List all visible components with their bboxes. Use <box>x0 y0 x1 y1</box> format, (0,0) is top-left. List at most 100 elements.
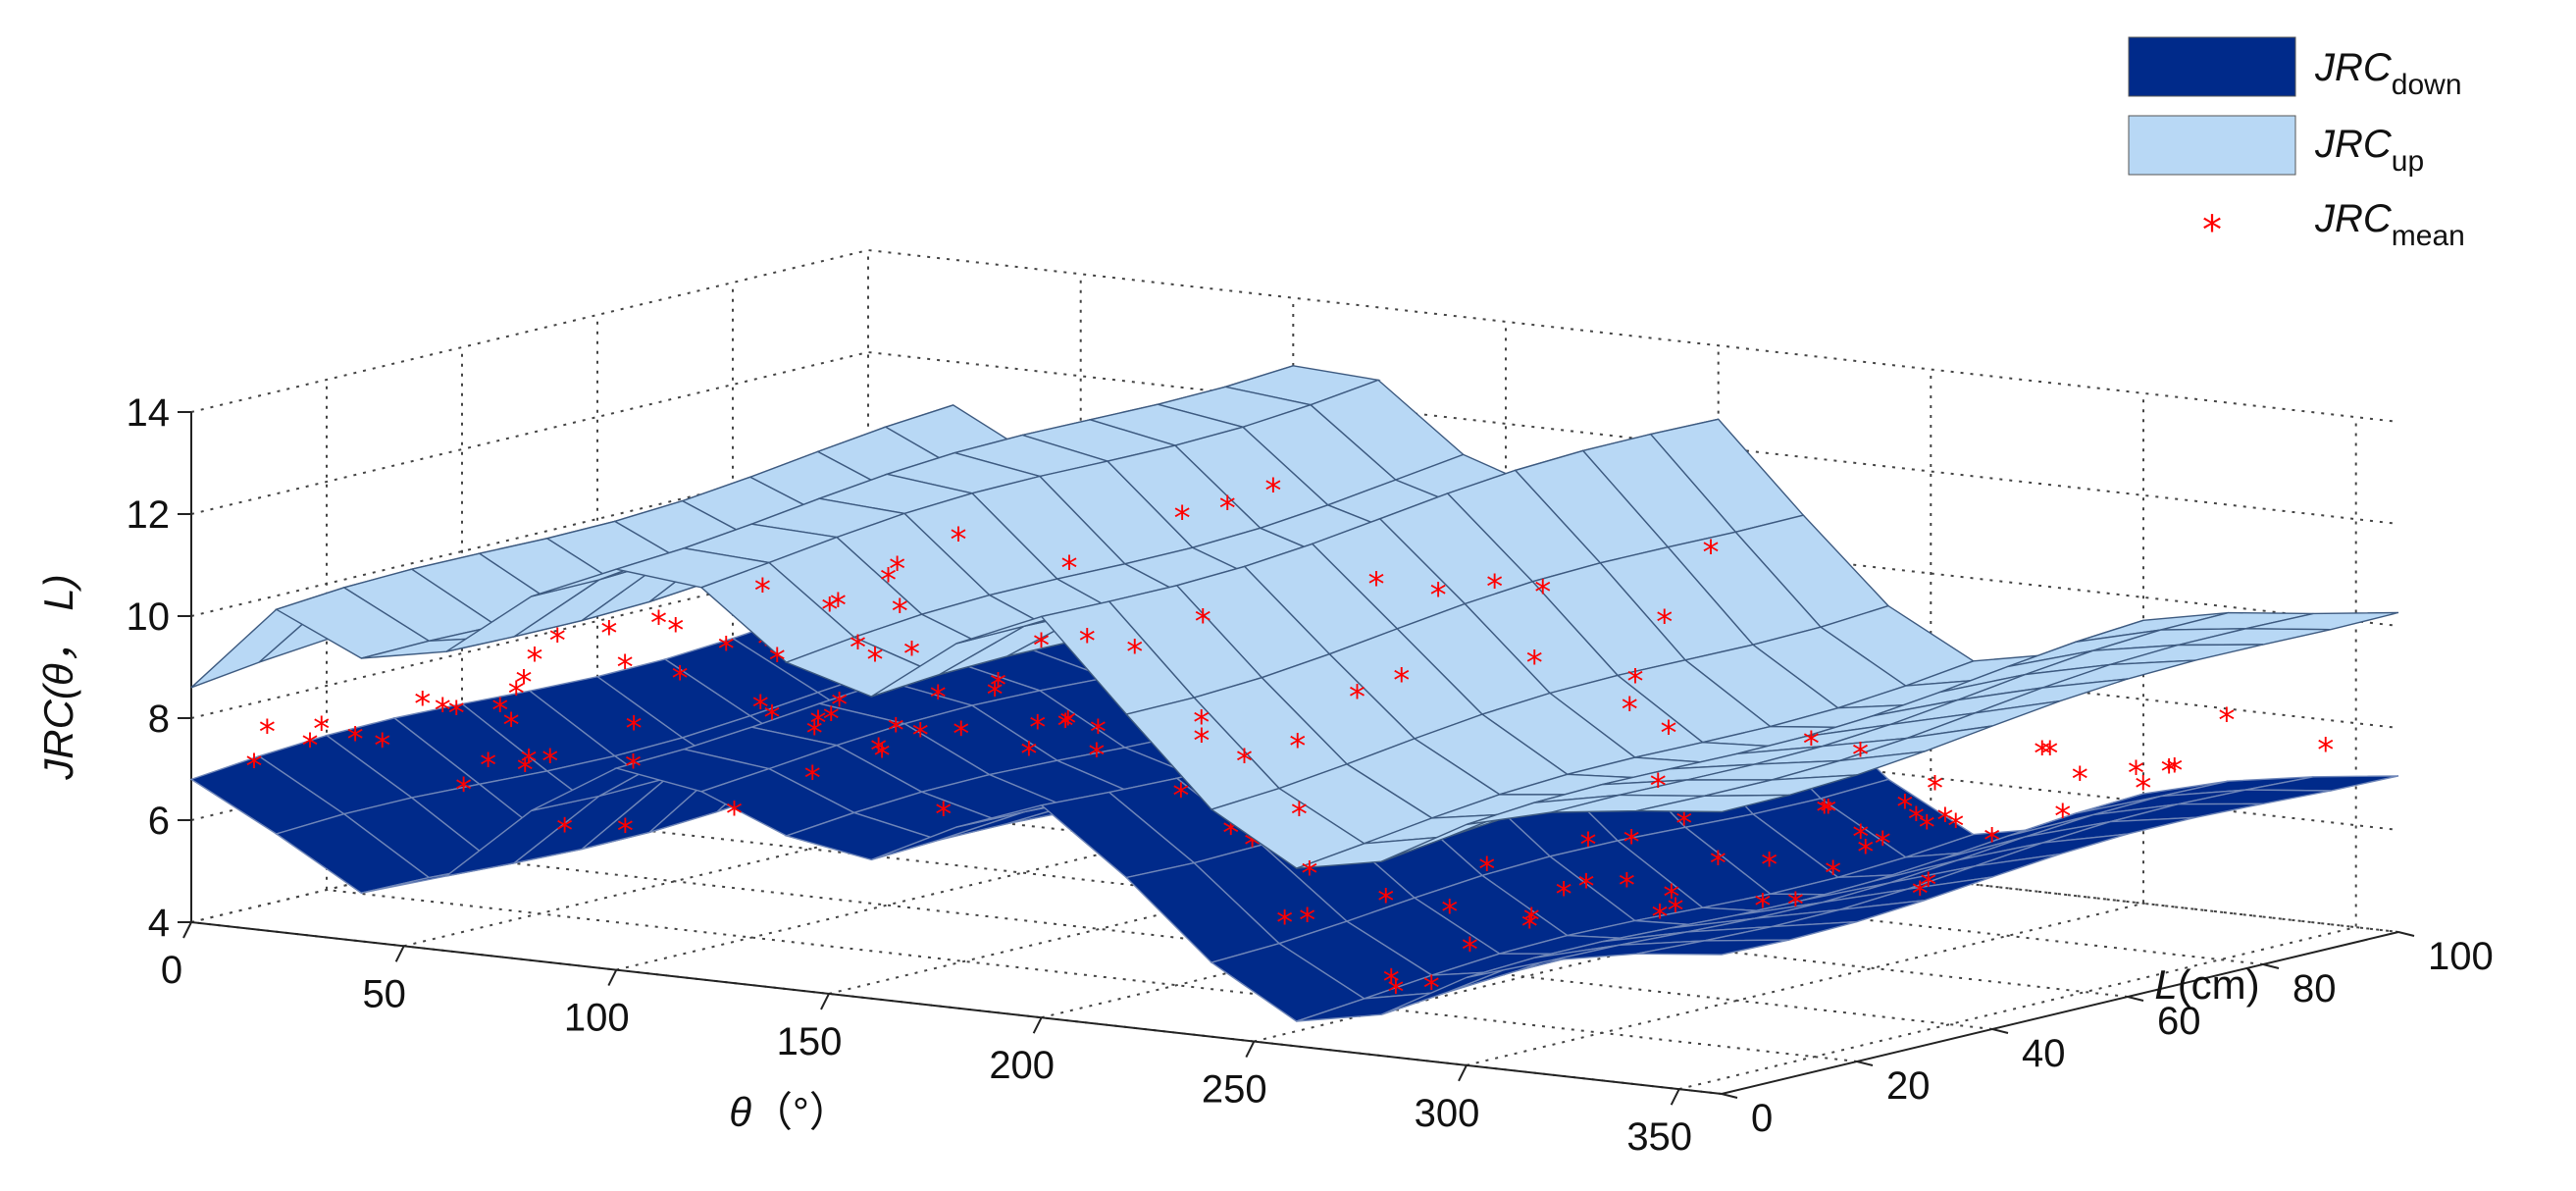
L-tick-label: 20 <box>1886 1064 1931 1108</box>
jrc-mean-point: * <box>617 812 634 852</box>
jrc-mean-point: * <box>1820 793 1836 832</box>
jrc-mean-point: * <box>617 647 634 687</box>
jrc-mean-point: * <box>1947 807 1964 847</box>
jrc-mean-point: * <box>2161 752 2178 792</box>
jrc-mean-point: * <box>1556 875 1572 914</box>
jrc-mean-point: * <box>1623 823 1640 862</box>
jrc-mean-point: * <box>930 678 947 717</box>
L-tick-label: 100 <box>2428 935 2494 978</box>
L-tick-label: 60 <box>2157 1000 2201 1043</box>
jrc-mean-point: * <box>1193 703 1210 743</box>
theta-tick-mark <box>820 993 830 1010</box>
jrc-mean-point: * <box>1663 878 1679 917</box>
z-tick-label: 8 <box>148 698 170 741</box>
z-tick-label: 6 <box>148 800 170 843</box>
legend: JRCdown JRCup * JRCmean <box>2110 9 2569 256</box>
jrc-mean-point: * <box>1920 866 1936 906</box>
jrc-mean-point: * <box>672 659 689 699</box>
jrc-mean-point: * <box>1441 893 1458 932</box>
x-axis-label: θ（°） <box>729 1089 850 1135</box>
jrc-mean-point: * <box>347 720 364 759</box>
jrc-mean-point: * <box>527 641 543 680</box>
jrc-mean-point: * <box>1521 907 1538 947</box>
jrc-mean-point: * <box>516 663 533 702</box>
jrc-mean-point: * <box>650 604 667 644</box>
jrc-mean-point: * <box>1291 796 1308 835</box>
jrc-mean-point: * <box>1912 875 1929 914</box>
theta-tick-label: 0 <box>161 949 182 992</box>
jrc-mean-point: * <box>1462 931 1478 970</box>
jrc-mean-point: * <box>448 695 465 734</box>
theta-tick-mark <box>1032 1016 1043 1034</box>
jrc-mean-point: * <box>1534 573 1551 612</box>
jrc-mean-point: * <box>1857 833 1874 872</box>
theta-tick-mark <box>607 969 618 987</box>
jrc-mean-point: * <box>435 692 451 731</box>
theta-tick-mark <box>394 945 405 962</box>
jrc-mean-point: * <box>718 630 735 669</box>
jrc-mean-point: * <box>1368 565 1385 604</box>
legend-item-mean: * JRCmean <box>2202 197 2465 253</box>
jrc-mean-point: * <box>867 641 884 680</box>
jrc-mean-point: * <box>1526 644 1543 683</box>
jrc-mean-point: * <box>870 732 887 771</box>
jrc-mean-point: * <box>1264 471 1281 510</box>
surface-jrc-up <box>190 365 2399 869</box>
jrc-mean-point: * <box>1423 969 1440 1009</box>
jrc-mean-point: * <box>1289 727 1306 766</box>
theta-tick-mark <box>182 921 192 939</box>
jrc-mean-point: * <box>804 759 821 799</box>
jrc-mean-point: * <box>2128 754 2144 794</box>
jrc-mean-point: * <box>508 674 525 713</box>
theta-tick-label: 50 <box>362 972 406 1015</box>
jrc-mean-point: * <box>769 642 786 681</box>
theta-tick-label: 250 <box>1202 1068 1267 1112</box>
jrc-mean-point: * <box>302 727 319 766</box>
jrc-mean-point: * <box>889 550 905 590</box>
jrc-mean-point: * <box>990 666 1006 705</box>
jrc-mean-point: * <box>1059 704 1076 744</box>
jrc-mean-point: * <box>892 593 908 632</box>
jrc-mean-point: * <box>1852 817 1869 856</box>
jrc-mean-point: * <box>1486 568 1503 607</box>
jrc-mean-point: * <box>903 635 920 674</box>
jrc-mean-point: * <box>2166 751 2183 791</box>
jrc-mean-point: * <box>1656 603 1673 643</box>
jrc-mean-point: * <box>1172 777 1189 816</box>
jrc-mean-point: * <box>1919 808 1935 848</box>
jrc-mean-point: * <box>2317 731 2334 770</box>
jrc-mean-point: * <box>1126 633 1143 672</box>
jrc-mean-point: * <box>1652 898 1669 937</box>
jrc-mean-point: * <box>625 748 642 787</box>
jrc-mean-point: * <box>1393 661 1410 700</box>
jrc-mean-point: * <box>1896 788 1913 827</box>
jrc-mean-point: * <box>521 743 538 782</box>
jrc-mean-point: * <box>1029 708 1046 748</box>
legend-item-up: JRCup <box>2128 115 2424 178</box>
jrc-mean-point: * <box>831 686 848 725</box>
jrc-mean-point: * <box>1088 737 1105 776</box>
L-tick-mark <box>2262 963 2280 969</box>
jrc-mean-point: * <box>374 727 390 766</box>
tick-labels: 0 50 100 150 200 250 300 350 0 20 40 60 80 100 4 6 8 10 12… <box>127 391 2494 1159</box>
L-tick-label: 0 <box>1751 1097 1773 1140</box>
jrc-mean-point: * <box>1908 801 1925 840</box>
jrc-mean-point: * <box>455 771 472 810</box>
z-tick-label: 10 <box>127 596 171 639</box>
jrc-mean-point: * <box>1927 769 1943 808</box>
jrc-mean-point: * <box>888 711 904 751</box>
jrc-mean-point: * <box>1650 767 1667 806</box>
jrc-mean-point: * <box>1761 846 1777 885</box>
jrc-mean-point: * <box>1020 735 1037 774</box>
jrc-mean-point: * <box>246 748 263 787</box>
jrc-mean-point: * <box>806 714 823 753</box>
jrc-mean-point: * <box>823 700 840 740</box>
jrc-mean-point: * <box>912 716 929 755</box>
jrc-mean-point: * <box>1803 724 1820 763</box>
surface-down-patch <box>1636 939 1790 956</box>
theta-tick-label: 100 <box>564 997 630 1040</box>
jrc-mean-point: * <box>259 712 276 751</box>
jrc-mean-point: * <box>1219 490 1236 529</box>
z-tick-label: 4 <box>148 902 170 945</box>
jrc-mean-point: * <box>1387 973 1404 1012</box>
